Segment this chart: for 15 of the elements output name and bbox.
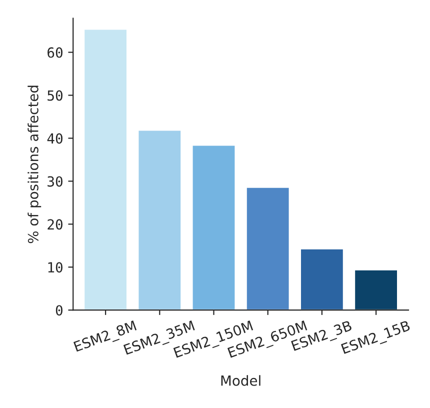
y-tick-label: 60 xyxy=(48,47,62,58)
bar xyxy=(191,144,236,310)
bar xyxy=(354,269,398,310)
y-tick-label: 20 xyxy=(48,219,62,230)
y-tick-label: 30 xyxy=(48,176,62,187)
x-axis-title: Model xyxy=(221,375,260,386)
y-tick-label: 50 xyxy=(48,90,62,101)
bar xyxy=(300,248,344,310)
bar xyxy=(137,129,182,310)
bar xyxy=(83,28,128,310)
bar xyxy=(246,186,290,310)
y-tick-label: 10 xyxy=(48,262,62,273)
y-tick-label: 40 xyxy=(47,133,62,144)
y-tick-label: 0 xyxy=(56,305,62,316)
y-axis-title: % of positions affected xyxy=(28,86,42,244)
